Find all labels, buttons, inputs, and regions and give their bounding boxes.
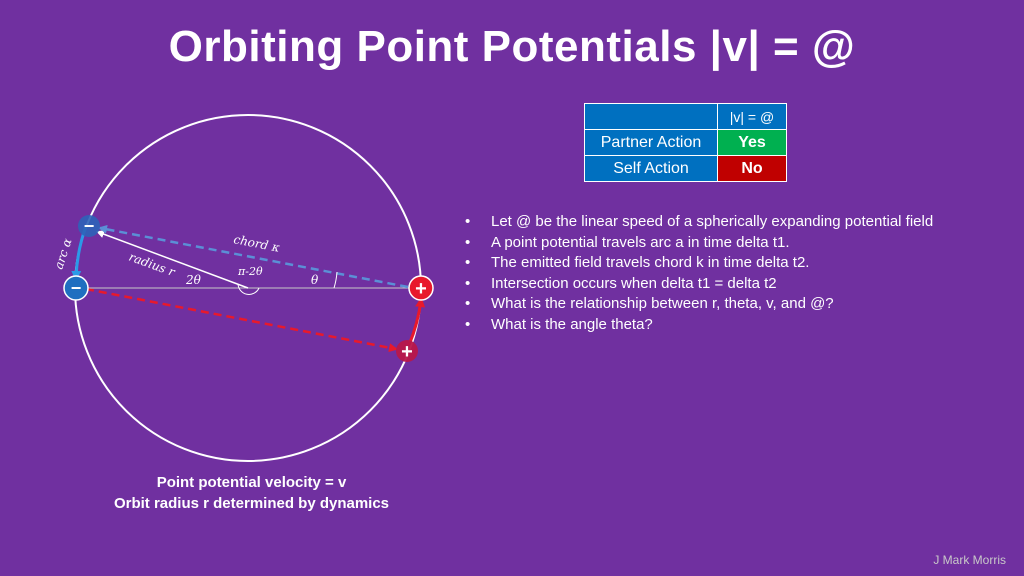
chord-label: chord κ [232,232,281,255]
table-header-row: |v| = @ [584,103,787,130]
pi-minus-two-theta-label: π-2θ [237,265,263,278]
svg-text:+: + [401,341,413,363]
list-item: Intersection occurs when delta t1 = delt… [465,274,933,295]
radius-line [96,230,249,289]
table-row-label: Self Action [584,155,718,182]
svg-text:−: − [71,278,82,298]
field-line [85,287,398,353]
list-item: What is the relationship between r, thet… [465,294,933,315]
bullet-list: Let @ be the linear speed of a spherical… [465,212,933,335]
chord-line [98,224,409,289]
page-title: Orbiting Point Potentials |v| = @ [168,22,856,71]
table-cell-value: Yes [717,129,787,156]
table-row-label: Partner Action [584,129,718,156]
list-item: Let @ be the linear speed of a spherical… [465,212,933,233]
angle-theta-arc [333,271,338,289]
two-theta-label: 2θ [185,273,202,287]
table-row: Partner Action Yes [584,129,787,156]
positive-potential: + [408,275,434,301]
author-credit: J Mark Morris [933,553,1006,567]
table-column-header: |v| = @ [717,103,787,130]
caption-velocity: Point potential velocity = v [156,474,347,491]
arc-right-path [407,297,426,346]
table-corner-cell [584,103,718,130]
theta-label: θ [311,273,319,287]
angle-pi-minus-two-theta-arc [237,283,260,295]
table-cell-value: No [717,155,787,182]
list-item: What is the angle theta? [465,315,933,336]
negative-potential: − [63,275,89,301]
table-row: Self Action No [584,155,787,182]
svg-text:−: − [84,216,95,236]
caption-orbit-radius: Orbit radius r determined by dynamics [113,495,390,512]
svg-text:+: + [415,278,427,300]
summary-table: |v| = @ Partner Action Yes Self Action N… [584,103,787,182]
negative-potential-past: − [78,215,100,237]
arc-alpha-label: arc α [52,237,75,271]
list-item: A point potential travels arc a in time … [465,233,933,254]
positive-potential-past: + [396,340,418,363]
radius-label: radius r [127,250,178,280]
list-item: The emitted field travels chord k in tim… [465,253,933,274]
